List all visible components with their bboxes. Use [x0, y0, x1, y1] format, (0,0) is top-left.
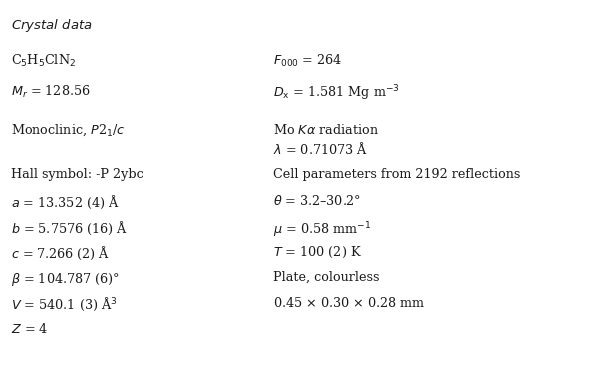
Text: Hall symbol: -P 2ybc: Hall symbol: -P 2ybc [11, 168, 143, 181]
Text: C$_5$H$_5$ClN$_2$: C$_5$H$_5$ClN$_2$ [11, 53, 76, 69]
Text: $\mathit{Z}$ = 4: $\mathit{Z}$ = 4 [11, 322, 48, 336]
Text: $\mathit{M_r}$ = 128.56: $\mathit{M_r}$ = 128.56 [11, 84, 91, 100]
Text: $\beta$ = 104.787 (6)°: $\beta$ = 104.787 (6)° [11, 271, 120, 288]
Text: $\mathit{D}_\mathrm{x}$ = 1.581 Mg m$^{-3}$: $\mathit{D}_\mathrm{x}$ = 1.581 Mg m$^{-… [273, 84, 400, 103]
Text: $\mathit{Crystal\ data}$: $\mathit{Crystal\ data}$ [11, 17, 92, 34]
Text: $\mathit{c}$ = 7.266 (2) Å: $\mathit{c}$ = 7.266 (2) Å [11, 245, 110, 263]
Text: $\mathit{a}$ = 13.352 (4) Å: $\mathit{a}$ = 13.352 (4) Å [11, 194, 119, 211]
Text: $\mathit{T}$ = 100 (2) K: $\mathit{T}$ = 100 (2) K [273, 245, 362, 261]
Text: $\lambda$ = 0.71073 Å: $\lambda$ = 0.71073 Å [273, 141, 368, 157]
Text: Monoclinic, $\mathit{P}$2$_1$/$\mathit{c}$: Monoclinic, $\mathit{P}$2$_1$/$\mathit{c… [11, 123, 125, 138]
Text: Mo $K\alpha$ radiation: Mo $K\alpha$ radiation [273, 123, 379, 137]
Text: $\mathit{V}$ = 540.1 (3) Å$^3$: $\mathit{V}$ = 540.1 (3) Å$^3$ [11, 296, 118, 313]
Text: $\mathit{F}_{000}$ = 264: $\mathit{F}_{000}$ = 264 [273, 53, 342, 69]
Text: 0.45 $\times$ 0.30 $\times$ 0.28 mm: 0.45 $\times$ 0.30 $\times$ 0.28 mm [273, 296, 425, 310]
Text: $\mu$ = 0.58 mm$^{-1}$: $\mu$ = 0.58 mm$^{-1}$ [273, 220, 371, 240]
Text: $\mathit{b}$ = 5.7576 (16) Å: $\mathit{b}$ = 5.7576 (16) Å [11, 220, 128, 237]
Text: $\theta$ = 3.2–30.2°: $\theta$ = 3.2–30.2° [273, 194, 361, 208]
Text: Plate, colourless: Plate, colourless [273, 271, 380, 283]
Text: Cell parameters from 2192 reflections: Cell parameters from 2192 reflections [273, 168, 520, 181]
